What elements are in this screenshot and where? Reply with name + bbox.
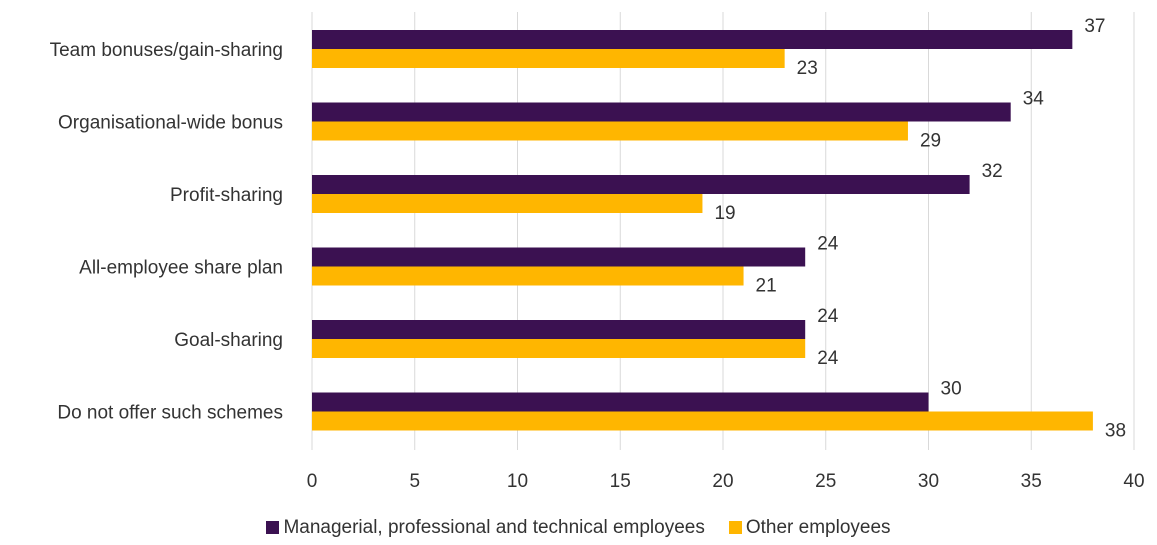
- bar-managerial: [312, 30, 1073, 49]
- category-label: Goal-sharing: [174, 330, 283, 351]
- legend-swatch: [728, 521, 742, 534]
- x-tick-label: 5: [409, 471, 420, 492]
- legend: Managerial, professional and technical e…: [0, 518, 1157, 537]
- labels: 0 5 10 15 20 25 30 35 40 Team bonuses/gain-sharin…: [50, 16, 1145, 492]
- data-label: 30: [941, 379, 962, 400]
- data-label: 24: [817, 234, 839, 255]
- legend-swatch: [266, 521, 280, 534]
- x-tick-label: 30: [918, 471, 939, 492]
- bar-other: [312, 339, 806, 358]
- category-label: Profit-sharing: [170, 185, 283, 206]
- bar-managerial: [312, 102, 1011, 122]
- data-label: 38: [1105, 421, 1126, 442]
- legend-item: Other employees: [728, 517, 891, 538]
- data-label: 23: [797, 58, 818, 79]
- bar-other: [312, 266, 744, 286]
- category-label: All-employee share plan: [79, 258, 283, 279]
- data-label: 34: [1023, 89, 1045, 110]
- bar-managerial: [312, 247, 806, 267]
- legend-label: Managerial, professional and technical e…: [283, 517, 705, 538]
- bar-managerial: [312, 392, 929, 412]
- bar-other: [312, 121, 908, 141]
- legend-item: Managerial, professional and technical e…: [266, 517, 705, 538]
- x-tick-label: 25: [815, 471, 836, 492]
- bar-chart-plot: 0 5 10 15 20 25 30 35 40 Team bonuses/gain-sharin…: [50, 12, 1145, 492]
- category-label: Organisational-wide bonus: [58, 113, 283, 134]
- data-label: 24: [817, 348, 839, 369]
- data-label: 19: [714, 203, 735, 224]
- data-label: 32: [982, 161, 1003, 182]
- legend-label: Other employees: [745, 517, 891, 538]
- data-label: 37: [1084, 16, 1105, 37]
- bar-other: [312, 194, 703, 213]
- x-tick-label: 0: [307, 471, 318, 492]
- category-label: Team bonuses/gain-sharing: [50, 40, 283, 61]
- bars: [312, 30, 1093, 431]
- gridlines: [311, 12, 1135, 450]
- x-tick-label: 35: [1021, 471, 1042, 492]
- x-tick-label: 10: [507, 471, 528, 492]
- bar-managerial: [312, 320, 806, 339]
- data-label: 29: [920, 131, 941, 152]
- category-label: Do not offer such schemes: [57, 403, 283, 424]
- x-tick-label: 20: [712, 471, 733, 492]
- bar-managerial: [312, 175, 970, 194]
- data-label: 21: [756, 276, 777, 297]
- bar-other: [312, 411, 1093, 431]
- data-label: 24: [817, 306, 839, 327]
- x-tick-label: 40: [1123, 471, 1144, 492]
- bar-other: [312, 49, 785, 68]
- x-tick-label: 15: [610, 471, 631, 492]
